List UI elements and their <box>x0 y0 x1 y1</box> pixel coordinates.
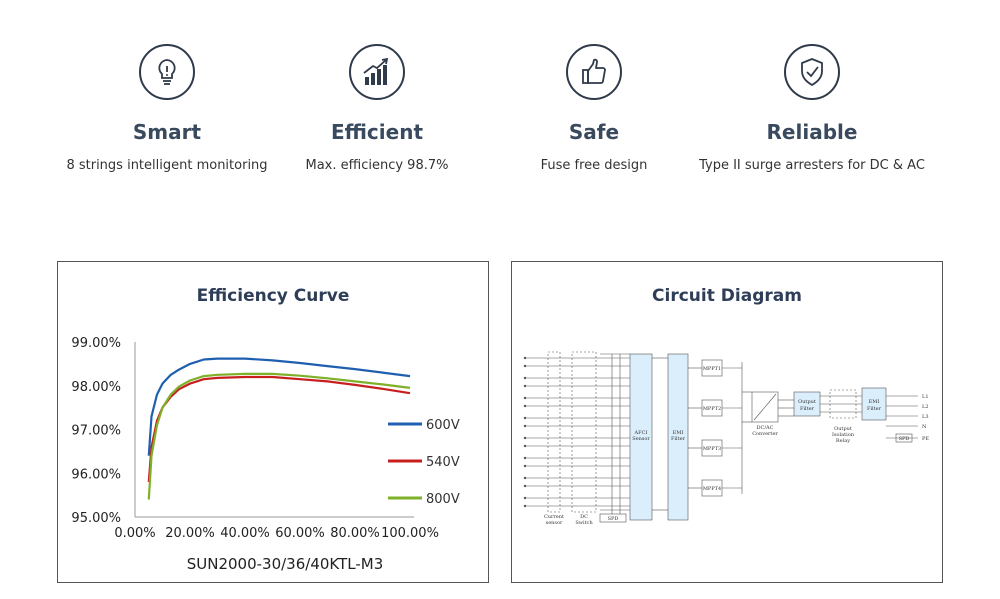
relay-label-2: Isolation <box>832 432 855 438</box>
y-tick-label: 98.00% <box>71 380 121 395</box>
afci-label-2: Sensor <box>632 436 650 442</box>
y-tick-label: 99.00% <box>71 336 121 351</box>
feature-desc: Type II surge arresters for DC & AC <box>699 158 925 173</box>
x-tick-label: 100.00% <box>381 526 439 541</box>
out-filter-label: Output <box>798 399 816 405</box>
dcac-label: DC/AC <box>757 425 774 431</box>
pe-label: PE <box>922 436 929 442</box>
output-filter-box <box>793 391 821 417</box>
mppt4-label: MPPT4 <box>703 486 721 492</box>
feature-desc: Max. efficiency 98.7% <box>305 158 449 173</box>
dcac-converter-box <box>751 391 779 423</box>
feature-efficient: Efficient Max. efficiency 98.7% <box>257 44 497 173</box>
emi-in-label-2: Filter <box>671 436 686 442</box>
feature-title: Safe <box>568 120 620 144</box>
lightbulb-icon <box>139 44 195 100</box>
feature-title: Efficient <box>330 120 424 144</box>
spd-ac-box <box>895 433 913 443</box>
emi-output-filter-box <box>861 387 887 421</box>
x-tick-label: 40.00% <box>220 526 270 541</box>
series-line-800V <box>147 372 411 500</box>
dcac-label-2: Converter <box>752 431 778 437</box>
feature-smart: Smart 8 strings intelligent monitoring <box>47 44 287 173</box>
dc-input-lines <box>524 357 630 507</box>
n-label: N <box>922 424 927 430</box>
emi-out-label: EMI <box>869 399 880 405</box>
feature-desc: 8 strings intelligent monitoring <box>66 158 268 173</box>
x-tick-label: 0.00% <box>114 526 155 541</box>
relay-label-3: Relay <box>836 438 850 444</box>
spd-dc-box <box>599 513 627 523</box>
relay-label: Output <box>834 426 852 432</box>
shield-check-icon <box>784 44 840 100</box>
feature-safe: Safe Fuse free design <box>474 44 714 173</box>
x-tick-label: 80.00% <box>330 526 380 541</box>
isolation-relay-box <box>829 389 857 419</box>
growth-chart-icon <box>349 44 405 100</box>
x-tick-label: 60.00% <box>275 526 325 541</box>
dc-switch-box <box>571 351 597 513</box>
dc-switch-label: DC <box>580 514 588 520</box>
circuit-title: Circuit Diagram <box>652 286 802 306</box>
series-line-540V <box>147 375 411 483</box>
afci-label: AFCI <box>634 430 648 436</box>
current-sensor-box <box>547 351 561 513</box>
input-terminals <box>523 356 527 508</box>
circuit-panel: Circuit Diagram <box>511 261 943 583</box>
mppt1-label: MPPT1 <box>703 366 721 372</box>
l2-label: L2 <box>922 404 929 410</box>
thumbs-up-icon <box>566 44 622 100</box>
efficiency-panel: Efficiency Curve 95.00% 96.00% 97.00% 98.00… <box>57 261 489 583</box>
l3-label: L3 <box>922 414 929 420</box>
efficiency-chart: 95.00% 96.00% 97.00% 98.00% 99.00% 0.00% 20.00… <box>71 336 460 573</box>
efficiency-title: Efficiency Curve <box>196 286 350 306</box>
current-sensor-label: Current <box>544 514 564 520</box>
feature-title: Smart <box>132 120 202 144</box>
mppt3-label: MPPT3 <box>703 446 721 452</box>
legend-label-540V: 540V <box>426 455 460 470</box>
x-tick-label: 20.00% <box>165 526 215 541</box>
mppt2-label: MPPT2 <box>703 406 721 412</box>
spd-dc-label: SPD <box>608 516 619 522</box>
l1-label: L1 <box>922 394 929 400</box>
dc-switch-label-2: Switch <box>575 520 593 526</box>
current-sensor-label-2: sensor <box>546 520 563 526</box>
x-axis-label: SUN2000-30/36/40KTL-M3 <box>187 555 384 573</box>
y-tick-label: 97.00% <box>71 424 121 439</box>
emi-input-filter-box <box>667 353 689 521</box>
out-filter-label-2: Filter <box>800 406 815 412</box>
series-line-600V <box>147 357 411 456</box>
y-tick-label: 96.00% <box>71 467 121 482</box>
circuit-diagram: Current sensor DC Switch SPD AFCI Sensor… <box>523 351 929 526</box>
feature-desc: Fuse free design <box>540 158 648 173</box>
legend-label-600V: 600V <box>426 418 460 433</box>
afci-sensor-box <box>629 353 653 521</box>
feature-title: Reliable <box>766 120 858 144</box>
emi-in-label: EMI <box>673 430 684 436</box>
spd-ac-label: SPD <box>899 436 910 442</box>
feature-reliable: Reliable Type II surge arresters for DC … <box>692 44 932 173</box>
legend-label-800V: 800V <box>426 492 460 507</box>
emi-out-label-2: Filter <box>867 406 882 412</box>
y-tick-label: 95.00% <box>71 511 121 526</box>
